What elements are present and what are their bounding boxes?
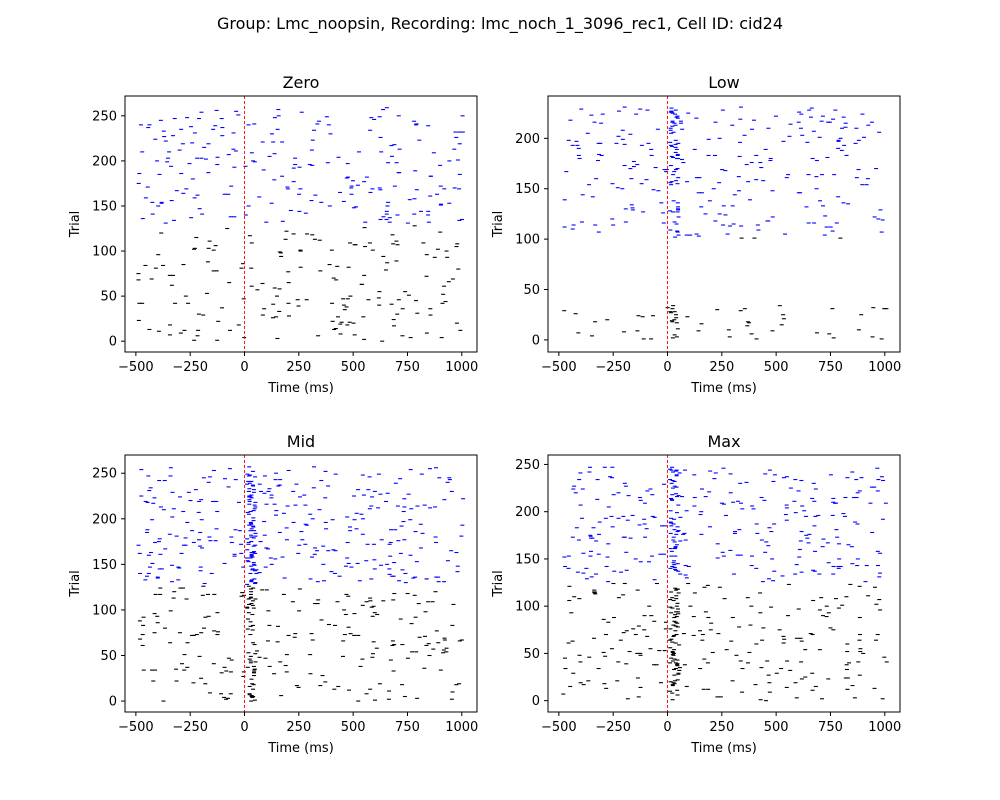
y-tick-label: 250 (92, 109, 117, 124)
x-tick-label: −500 (541, 360, 577, 375)
panel-title: Low (708, 73, 740, 92)
y-axis-label: Trial (68, 211, 83, 239)
y-tick-label: 0 (109, 335, 117, 350)
raster-panel-max: −500 −250 0 250 500 750 1000 0 50 100 150 200 250 Max… (491, 432, 901, 756)
y-tick-label: 150 (515, 182, 540, 197)
panel-grid: −500 −250 0 250 500 750 1000050100150200250Zer… (68, 73, 901, 756)
x-tick-label: 1000 (868, 360, 901, 375)
y-tick-label: 0 (532, 694, 540, 709)
x-tick-label: −500 (118, 720, 154, 735)
panel-title: Zero (283, 73, 320, 92)
y-tick-label: 150 (515, 552, 540, 567)
y-tick-label: 100 (92, 603, 117, 618)
axes-frame (547, 454, 901, 713)
x-tick-label: 750 (818, 360, 843, 375)
x-tick-label: 750 (395, 720, 420, 735)
y-tick-label: 200 (515, 505, 540, 520)
panel-title: Mid (287, 432, 315, 451)
x-tick-label: 500 (764, 360, 789, 375)
y-tick-label: 0 (532, 333, 540, 348)
x-tick-label: 750 (818, 720, 843, 735)
x-tick-label: 1000 (445, 720, 478, 735)
x-tick-label: 250 (709, 360, 734, 375)
x-tick-label: −250 (595, 720, 631, 735)
x-axis-label: Time (ms) (690, 381, 757, 396)
x-axis-label: Time (ms) (267, 381, 334, 396)
x-tick-label: 0 (240, 360, 248, 375)
axes-frame (547, 95, 901, 353)
y-tick-label: 100 (92, 245, 117, 260)
x-tick-label: −250 (172, 360, 208, 375)
x-tick-label: −250 (595, 360, 631, 375)
y-tick-label: 200 (515, 132, 540, 147)
x-tick-label: 1000 (445, 360, 478, 375)
x-tick-label: 0 (663, 360, 671, 375)
x-tick-label: 0 (240, 720, 248, 735)
spike-raster (136, 466, 466, 702)
y-tick-label: 150 (92, 558, 117, 573)
x-tick-label: 250 (286, 360, 311, 375)
y-tick-label: 50 (523, 647, 540, 662)
x-tick-label: 500 (341, 360, 366, 375)
y-tick-label: 0 (109, 695, 117, 710)
x-tick-label: 250 (709, 720, 734, 735)
y-axis-label: Trial (491, 570, 506, 598)
x-axis-label: Time (ms) (690, 741, 757, 756)
x-tick-label: 1000 (868, 720, 901, 735)
axes-frame (124, 95, 478, 353)
x-tick-label: 0 (663, 720, 671, 735)
y-axis-label: Trial (68, 570, 83, 598)
y-tick-label: 50 (523, 283, 540, 298)
spike-raster (561, 466, 889, 702)
raster-panel-mid: −500 −250 0 250 500 750 1000 0 50 100 150 200 250 Mid… (68, 432, 478, 756)
y-tick-label: 200 (92, 512, 117, 527)
y-tick-label: 200 (92, 154, 117, 169)
y-axis-label: Trial (491, 211, 506, 239)
y-tick-label: 100 (515, 233, 540, 248)
x-tick-label: 750 (395, 360, 420, 375)
raster-panel-zero: −500 −250 0 250 500 750 1000 0 50 100 150 200 250 Zer… (68, 73, 478, 396)
x-axis-label: Time (ms) (267, 741, 334, 756)
y-tick-label: 250 (515, 458, 540, 473)
figure-suptitle: Group: Lmc_noopsin, Recording: lmc_noch_… (217, 14, 783, 34)
spike-raster (562, 106, 889, 340)
y-tick-label: 250 (92, 467, 117, 482)
x-tick-label: −500 (541, 720, 577, 735)
axes-frame (124, 454, 478, 713)
panel-title: Max (707, 432, 740, 451)
y-tick-label: 50 (100, 649, 117, 664)
raster-panel-low: −500 −250 0 250 500 750 1000 0 50 100 150 200 Low Tim… (491, 73, 901, 396)
x-tick-label: −250 (172, 720, 208, 735)
x-tick-label: −500 (118, 360, 154, 375)
spike-raster (136, 107, 465, 342)
x-tick-label: 500 (341, 720, 366, 735)
x-tick-label: 250 (286, 720, 311, 735)
y-tick-label: 50 (100, 290, 117, 305)
y-tick-label: 150 (92, 199, 117, 214)
x-tick-label: 500 (764, 720, 789, 735)
y-tick-label: 100 (515, 600, 540, 615)
